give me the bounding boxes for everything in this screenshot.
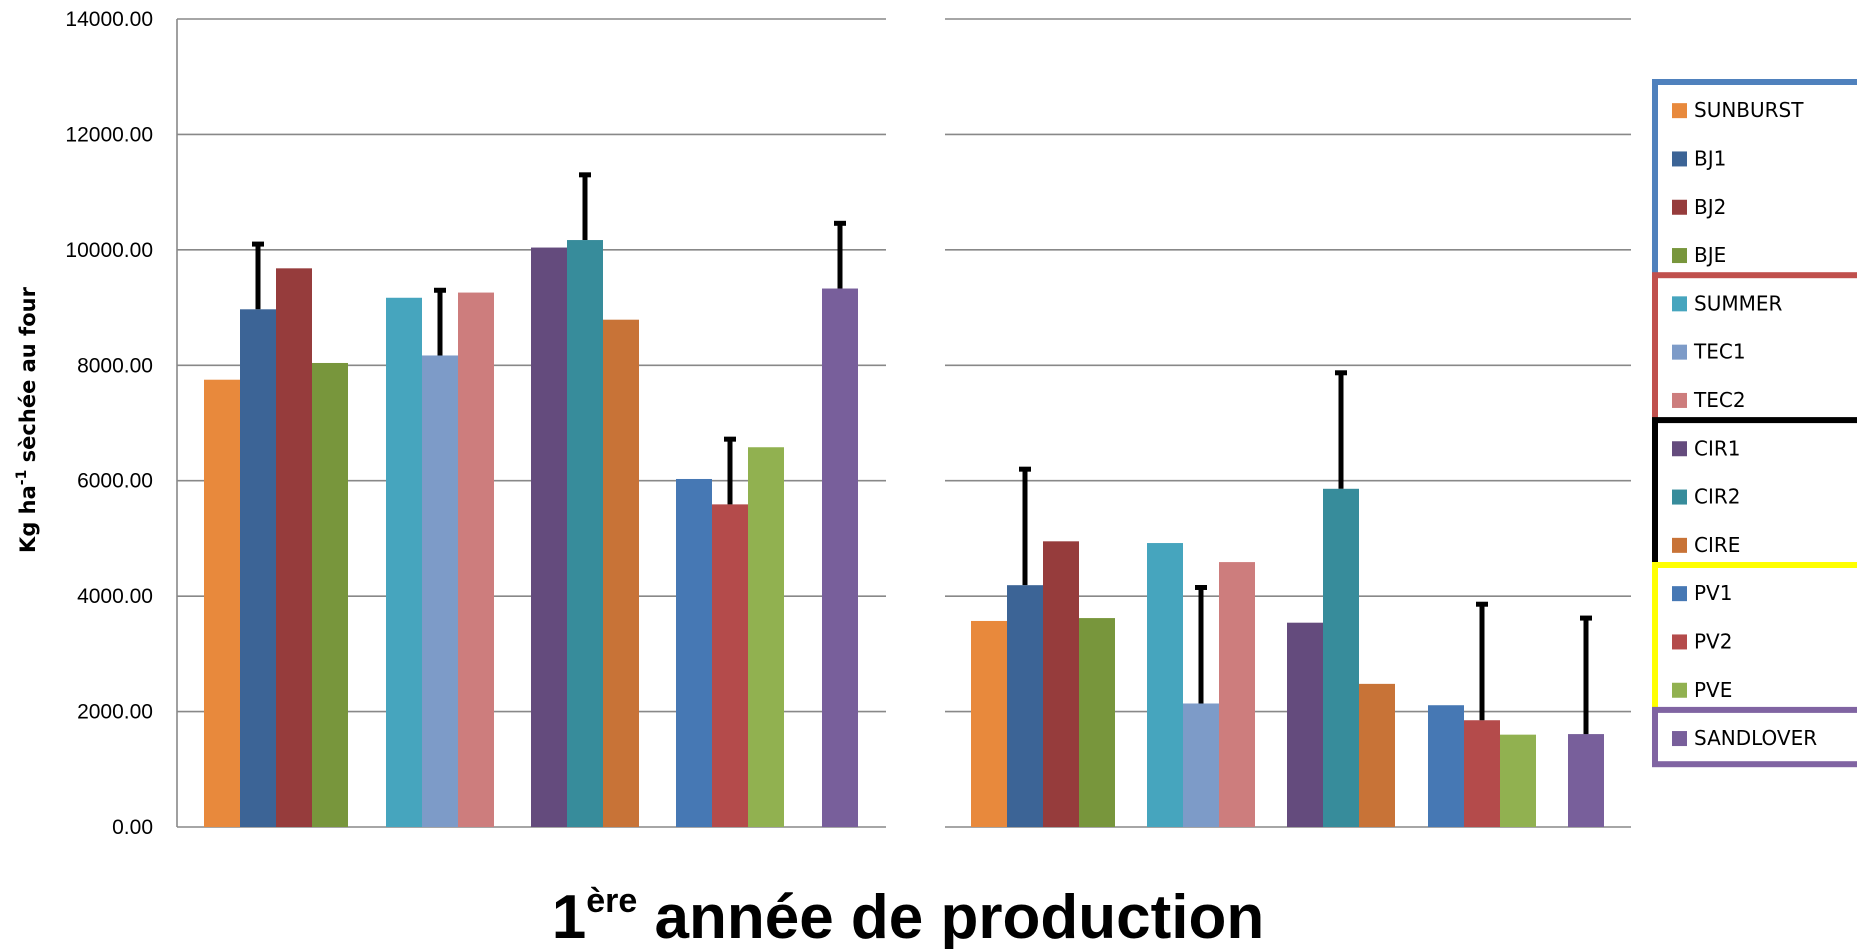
bar bbox=[1428, 705, 1464, 827]
legend-label: CIRE bbox=[1694, 533, 1740, 557]
y-tick-label: 4000.00 bbox=[77, 585, 153, 608]
y-tick-label: 14000.00 bbox=[65, 8, 153, 31]
bar bbox=[1464, 720, 1500, 827]
bar bbox=[1183, 703, 1219, 827]
legend-swatch bbox=[1672, 537, 1687, 553]
legend-swatch bbox=[1672, 682, 1687, 698]
bar bbox=[240, 309, 276, 827]
legend-label: PVE bbox=[1694, 678, 1732, 702]
legend-group-box bbox=[1652, 562, 1857, 719]
bar bbox=[312, 362, 348, 827]
legend-swatch bbox=[1672, 151, 1687, 167]
legend-swatch bbox=[1672, 731, 1687, 747]
chart-title: 1ère année de production bbox=[552, 882, 1264, 949]
legend-label: TEC2 bbox=[1693, 388, 1746, 412]
bar bbox=[748, 447, 784, 827]
legend-label: TEC1 bbox=[1693, 340, 1746, 364]
legend-label: BJ1 bbox=[1694, 146, 1726, 170]
bar bbox=[603, 319, 639, 827]
y-tick-label: 8000.00 bbox=[77, 354, 153, 377]
legend-swatch bbox=[1672, 489, 1687, 505]
legend-swatch bbox=[1672, 199, 1687, 215]
bar bbox=[1147, 543, 1183, 827]
y-axis-label-post: sèchée au four bbox=[16, 286, 40, 469]
legend-swatch bbox=[1672, 392, 1687, 408]
legend-label: SUNBURST bbox=[1694, 98, 1804, 122]
y-axis-label-pre: Kg ha bbox=[16, 485, 40, 553]
bar bbox=[276, 268, 312, 828]
bar bbox=[1500, 734, 1536, 827]
legend-swatch bbox=[1672, 248, 1687, 264]
legend-label: PV1 bbox=[1694, 581, 1732, 605]
bar bbox=[567, 240, 603, 827]
legend: SUNBURST BJ1 BJ2 BJE SUMMER TEC1 TEC2 CIR1 CIR2 C… bbox=[1652, 79, 1857, 768]
bar bbox=[531, 247, 567, 827]
bar bbox=[822, 288, 858, 827]
bar bbox=[422, 355, 458, 827]
legend-swatch bbox=[1672, 634, 1687, 650]
legend-label: PV2 bbox=[1694, 629, 1732, 653]
legend-label: CIR1 bbox=[1694, 436, 1740, 460]
bar bbox=[1287, 622, 1323, 827]
legend-label: SANDLOVER bbox=[1694, 726, 1817, 750]
bar bbox=[1568, 734, 1604, 827]
bar bbox=[1359, 683, 1395, 827]
bar bbox=[1007, 585, 1043, 827]
y-tick-label: 10000.00 bbox=[65, 239, 153, 262]
legend-group-box bbox=[1652, 706, 1857, 768]
bar bbox=[386, 297, 422, 827]
chart-title-sup: ère bbox=[586, 882, 637, 920]
legend-label: BJ2 bbox=[1694, 195, 1726, 219]
legend-swatch bbox=[1672, 296, 1687, 312]
bar bbox=[1079, 618, 1115, 827]
legend-label: CIR2 bbox=[1694, 485, 1740, 509]
legend-label: SUMMER bbox=[1694, 291, 1782, 315]
y-tick-label: 12000.00 bbox=[65, 123, 153, 146]
chart-title-rest: année de production bbox=[637, 883, 1264, 949]
y-axis-label-sup: -1 bbox=[14, 470, 30, 486]
chart-title-main: 1 bbox=[552, 883, 586, 949]
legend-label: BJE bbox=[1694, 243, 1726, 267]
bar bbox=[971, 620, 1007, 827]
bars bbox=[204, 240, 1604, 828]
legend-swatch bbox=[1672, 586, 1687, 602]
y-tick-label: 6000.00 bbox=[77, 470, 153, 493]
y-axis-ticks: 0.00 2000.00 4000.00 6000.00 8000.00 10000.00… bbox=[65, 8, 153, 839]
bar bbox=[676, 478, 712, 827]
bar bbox=[1219, 562, 1255, 827]
y-axis-label: Kg ha-1 sèchée au four bbox=[14, 286, 40, 553]
error-bars bbox=[252, 172, 1592, 735]
legend-swatch bbox=[1672, 344, 1687, 360]
legend-group-box bbox=[1652, 417, 1857, 574]
bar bbox=[1323, 488, 1359, 827]
bar bbox=[712, 504, 748, 827]
legend-swatch bbox=[1672, 103, 1687, 119]
legend-swatch bbox=[1672, 441, 1687, 457]
bar bbox=[204, 379, 240, 827]
y-tick-label: 2000.00 bbox=[77, 701, 153, 724]
bar bbox=[1043, 541, 1079, 827]
bar bbox=[458, 292, 494, 828]
y-tick-label: 0.00 bbox=[112, 816, 153, 839]
